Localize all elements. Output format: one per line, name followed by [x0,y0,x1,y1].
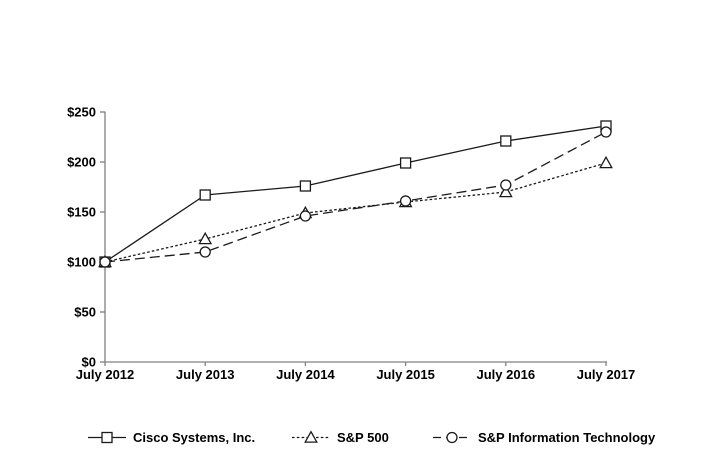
legend-entry-cisco: Cisco Systems, Inc. [88,428,255,446]
sp500-line-sample-icon [292,429,330,443]
svg-text:$50: $50 [74,305,96,320]
chart-legend: Cisco Systems, Inc. S&P 500 S&P Informat… [0,428,709,448]
legend-label-sp-infotech: S&P Information Technology [478,429,656,445]
cisco-line-sample-icon [88,431,126,443]
legend-label-cisco: Cisco Systems, Inc. [133,429,256,445]
svg-text:July 2014: July 2014 [276,367,335,382]
svg-text:$200: $200 [67,155,96,170]
svg-text:$150: $150 [67,205,96,220]
legend-label-sp500: S&P 500 [337,429,389,445]
svg-text:July 2017: July 2017 [577,367,636,382]
svg-text:$100: $100 [67,255,96,270]
svg-text:$250: $250 [67,105,96,120]
sp-infotech-line-sample-icon [433,431,471,443]
legend-entry-sp-infotech: S&P Information Technology [433,428,655,446]
svg-text:$0: $0 [82,355,96,370]
svg-text:July 2013: July 2013 [176,367,235,382]
legend-entry-sp500: S&P 500 [292,428,389,446]
svg-text:July 2012: July 2012 [76,367,135,382]
svg-text:July 2016: July 2016 [477,367,536,382]
svg-text:July 2015: July 2015 [376,367,435,382]
